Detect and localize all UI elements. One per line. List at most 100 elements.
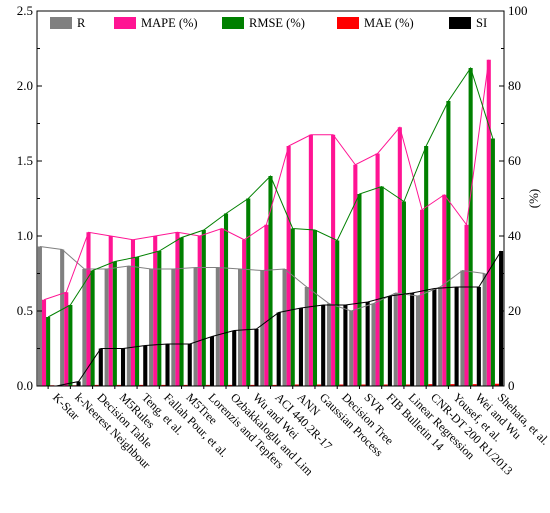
bar-mape--7 [197, 236, 202, 386]
left-tick-label-3: 1.5 [17, 153, 33, 168]
bar-mae--10 [272, 384, 277, 387]
bar-mae--12 [317, 384, 322, 386]
bar-rmse--10 [268, 176, 273, 386]
right-tick-label-4: 80 [508, 78, 521, 93]
bar-mae--11 [294, 384, 299, 386]
bar-rmse--7 [201, 230, 206, 386]
legend: R MAPE (%) RMSE (%) MAE (%) SI [50, 16, 487, 30]
bar-mae--15 [383, 384, 388, 386]
bar-si-20 [499, 251, 504, 386]
bar-mae--16 [405, 384, 411, 386]
line-si [56, 250, 502, 387]
bar-si-6 [187, 344, 192, 386]
bar-r-6 [171, 269, 176, 386]
bar-r-20 [482, 273, 487, 386]
bar-si-9 [254, 329, 259, 386]
legend-swatch-2 [222, 17, 244, 29]
bar-mape--14 [353, 164, 358, 386]
bar-rmse--2 [90, 270, 95, 386]
bar-si-16 [410, 293, 415, 386]
left-tick-label-0: 0.0 [17, 378, 33, 393]
bar-r-0 [37, 246, 42, 386]
left-tick-label-4: 2.0 [17, 78, 33, 93]
bar-si-14 [365, 302, 370, 386]
bar-mae--19 [472, 384, 477, 387]
bar-si-4 [143, 345, 148, 386]
bar-mape--17 [420, 209, 425, 386]
bar-si-7 [209, 336, 215, 386]
bar-r-12 [304, 287, 309, 386]
line-mape- [43, 59, 490, 301]
bar-si-17 [432, 288, 437, 386]
bar-si-19 [476, 287, 481, 386]
bar-rmse--9 [246, 198, 251, 386]
bar-mape--16 [397, 127, 402, 386]
bar-r-16 [393, 293, 398, 386]
bar-mae--2 [94, 384, 99, 387]
legend-swatch-1 [114, 17, 136, 29]
bar-mae--9 [250, 384, 255, 387]
bar-r-18 [438, 287, 443, 386]
left-tick-label-5: 2.5 [17, 3, 33, 18]
bar-rmse--11 [290, 228, 295, 386]
bar-rmse--0 [46, 317, 51, 386]
bar-r-9 [238, 269, 243, 386]
bar-r-7 [193, 267, 198, 386]
bar-si-12 [321, 305, 326, 386]
bar-mape--1 [64, 292, 69, 386]
bar-si-10 [276, 312, 281, 386]
bar-rmse--17 [424, 146, 429, 386]
left-tick-label-2: 1.0 [17, 228, 33, 243]
legend-label-1: MAPE (%) [141, 16, 198, 30]
bar-rmse--1 [68, 305, 73, 386]
bar-r-5 [149, 269, 154, 386]
bar-mae--4 [139, 384, 144, 387]
line-r [39, 246, 485, 312]
bar-si-11 [298, 308, 303, 386]
bar-mae--20 [494, 383, 500, 386]
bar-rmse--13 [335, 240, 340, 386]
bar-rmse--18 [446, 101, 451, 386]
line-rmse- [47, 66, 494, 318]
bar-mae--8 [228, 384, 233, 387]
bar-rmse--12 [312, 230, 318, 386]
right-axis-title: (%) [526, 189, 541, 209]
bar-mape--6 [175, 232, 180, 386]
bar-mape--5 [153, 236, 158, 386]
bar-rmse--4 [135, 257, 140, 386]
bar-mape--9 [242, 239, 247, 386]
legend-swatch-4 [449, 17, 471, 29]
bar-mae--18 [450, 384, 455, 387]
bar-r-14 [349, 311, 354, 386]
bar-si-13 [343, 305, 348, 386]
bar-r-11 [282, 269, 287, 386]
bar-mae--6 [183, 384, 188, 387]
bar-mape--11 [286, 146, 291, 386]
bar-mape--18 [442, 194, 447, 386]
bar-mae--13 [339, 384, 344, 386]
bar-rmse--19 [468, 68, 473, 386]
bar-mape--12 [308, 134, 313, 386]
bar-r-19 [460, 270, 465, 386]
bar-mape--2 [86, 232, 91, 386]
bar-mape--3 [108, 236, 113, 386]
bar-mape--20 [486, 59, 491, 386]
left-tick-label-1: 0.5 [17, 303, 33, 318]
bar-mape--15 [375, 153, 380, 386]
bar-mape--19 [464, 224, 469, 386]
bar-rmse--15 [379, 186, 384, 386]
bar-mape--13 [331, 134, 336, 386]
bar-si-8 [232, 330, 237, 386]
trend-lines [39, 59, 502, 387]
bar-si-2 [98, 348, 103, 386]
bar-r-3 [104, 269, 109, 386]
right-tick-label-3: 60 [508, 153, 521, 168]
bar-mape--8 [219, 228, 224, 386]
bar-si-3 [120, 348, 126, 386]
bar-r-4 [126, 266, 131, 386]
legend-swatch-0 [50, 17, 72, 29]
bar-rmse--20 [490, 138, 495, 386]
bar-rmse--3 [112, 261, 117, 386]
legend-label-2: RMSE (%) [249, 16, 305, 30]
bar-r-10 [260, 270, 265, 386]
